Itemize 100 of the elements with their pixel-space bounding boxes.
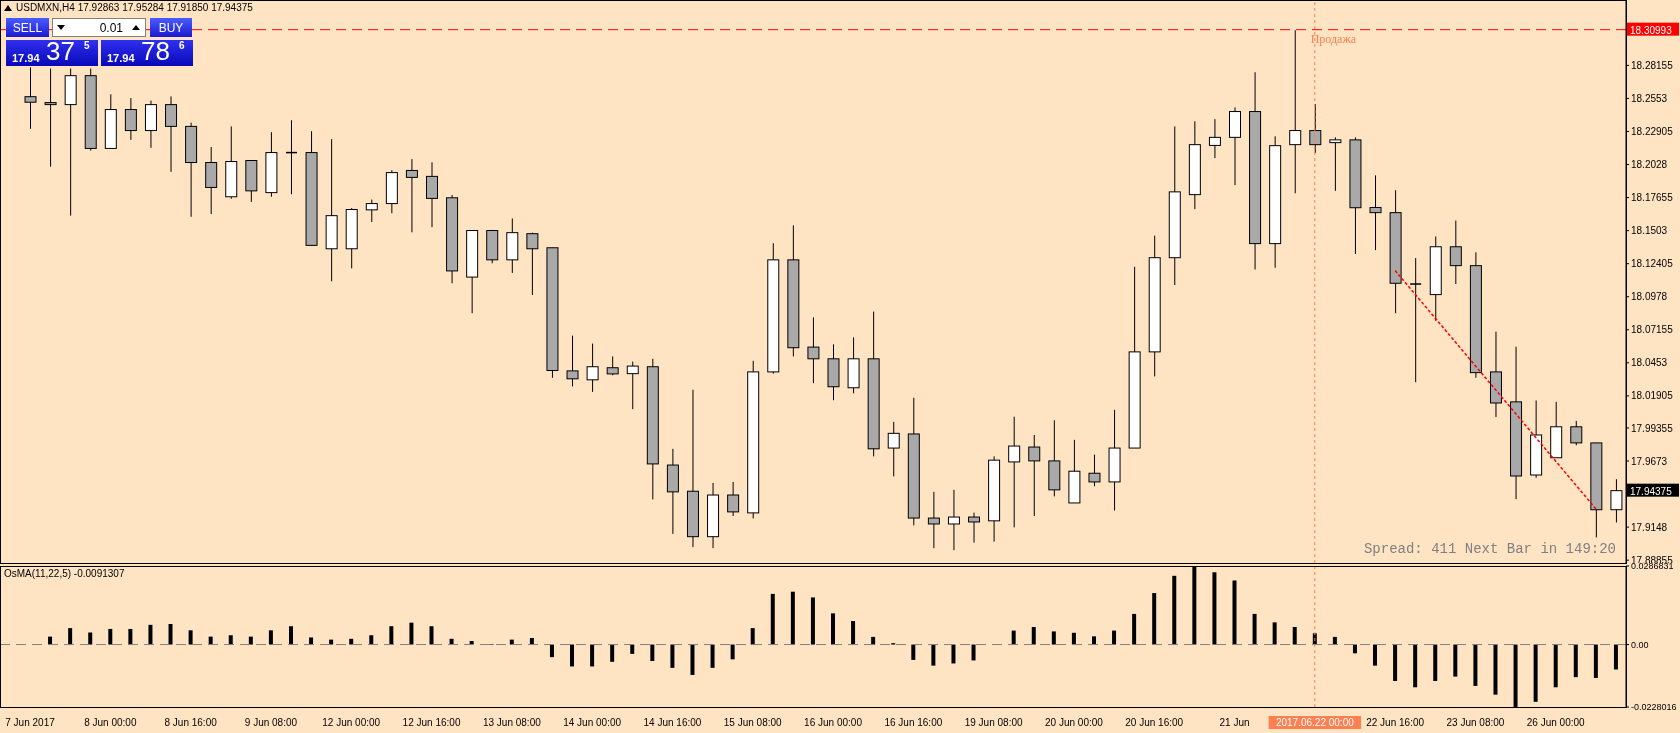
y-tick-label: 17.9673 [1631,455,1668,467]
y-tick-label: 0.00 [1631,639,1649,650]
candlestick [44,67,57,168]
bar [1112,630,1117,645]
y-tick-label: 18.0978 [1631,291,1668,303]
bar [1011,630,1016,645]
candlestick [1208,118,1221,159]
bar [851,621,856,645]
bar [429,626,434,645]
annotation: Spread: 411 Next Bar in 149:20 [1363,541,1616,557]
y-tick-label: 17.99355 [1631,422,1674,434]
bar [1152,593,1157,645]
candlestick [165,95,178,173]
bar [610,644,615,662]
x-tick-label: 19 Jun 08:00 [964,717,1023,728]
bar [670,644,675,668]
candlestick [807,316,820,384]
bar [1413,644,1418,688]
candlestick [1309,103,1322,154]
candlestick [1289,29,1302,194]
bar [650,644,655,661]
bar [1513,644,1518,707]
bar [1132,613,1137,645]
bar [1573,644,1578,678]
bar [590,644,595,667]
candlestick [1329,136,1342,192]
y-tick-label: 18.12405 [1631,258,1674,270]
x-tick-label: 15 Jun 08:00 [723,717,783,728]
y-tick-label: 18.2028 [1631,159,1668,171]
bar [971,644,976,661]
bar [1553,644,1558,688]
annotation: 0.01 [99,21,123,35]
candlestick [124,97,137,141]
annotation: 17.94 [12,52,40,64]
chart-title: USDMXN,H4 17.92863 17.95284 17.91850 17.94375 [16,2,253,13]
candlestick [1028,434,1041,517]
candlestick [1409,257,1422,383]
chart-title: OsMA(11,22,5) -0.0091307 [4,568,125,579]
annotation: SELL [6,18,49,37]
y-tick-label: 18.17655 [1631,192,1674,204]
candlestick [1008,416,1021,528]
candlestick [365,199,378,223]
candlestick [24,66,37,130]
bar [931,644,936,666]
y-tick-label: 18.07155 [1631,324,1674,336]
bar [770,593,775,645]
bar [1172,575,1177,645]
y-tick-label: -0.0228016 [1631,702,1677,713]
bar [1031,627,1036,645]
bar [911,644,916,660]
x-tick-label: 14 Jun 00:00 [563,717,622,728]
annotation: 37 [46,39,75,66]
annotation: BUY [150,18,192,37]
bar [871,636,876,645]
bar [148,624,153,645]
bar [1071,632,1076,645]
candlestick [727,481,740,517]
bar [1533,644,1538,702]
x-tick-label: 12 Jun 16:00 [402,717,461,728]
bar [750,628,755,645]
candlestick [626,361,639,410]
candlestick [927,491,940,549]
x-tick-label: 26 Jun 00:00 [1526,717,1586,728]
bar [1232,580,1237,645]
candlestick [1610,478,1623,523]
candlestick [586,343,599,393]
bar [68,628,73,645]
annotation: 5 [84,40,90,51]
x-tick-label: 23 Jun 08:00 [1446,717,1505,728]
candlestick [1088,454,1101,487]
bar [288,626,293,645]
candlestick [887,421,900,477]
bar [128,628,133,645]
text: 18.30993 [1630,24,1673,36]
x-tick-label: 21 Jun [1219,717,1250,728]
x-tick-label: 16 Jun 00:00 [804,717,863,728]
x-tick-label: 7 Jun 2017 [5,717,56,728]
candlestick [1570,420,1583,446]
bar [1493,644,1498,695]
bar [329,639,334,645]
x-tick-label: 9 Jun 08:00 [244,717,298,728]
bar [409,622,414,645]
x-tick-label: 16 Jun 16:00 [884,717,943,728]
bar [1373,644,1378,666]
bar [509,639,514,645]
bar [108,628,113,645]
bar [790,591,795,645]
bar [1212,572,1217,645]
annotation: 6 [179,40,185,51]
bar [389,626,394,645]
candlestick [1449,220,1462,285]
x-tick-label: 22 Jun 16:00 [1366,717,1425,728]
annotation: 17.94 [107,52,135,64]
bar [349,638,354,645]
x-tick-label: 20 Jun 16:00 [1125,717,1184,728]
price-panel: 17.94 37 5 [6,40,98,66]
bar [710,644,715,668]
candlestick [566,335,579,387]
bar [1192,566,1197,645]
bar [630,644,635,654]
